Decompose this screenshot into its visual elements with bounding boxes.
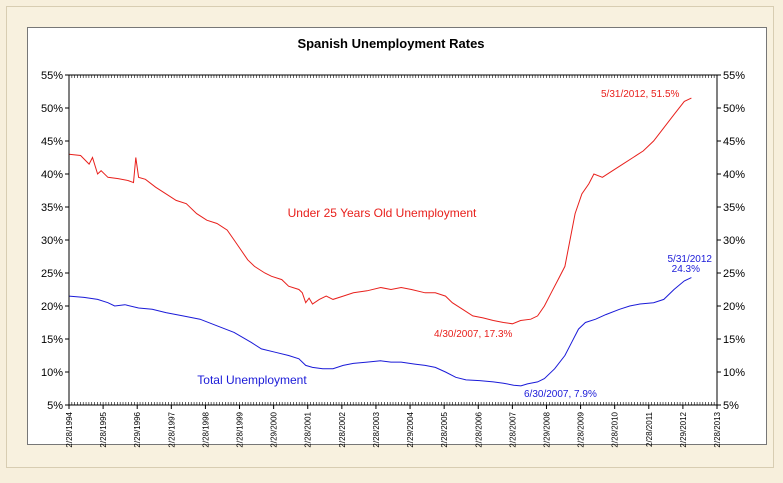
y-tick-label-right: 5% [723, 400, 739, 412]
under25-unemployment-line [68, 97, 692, 325]
y-tick-label-left: 35% [41, 202, 63, 214]
chart-frame [6, 6, 774, 468]
x-tick-label: 2/28/2013 [713, 411, 722, 447]
y-tick-label-left: 55% [41, 70, 63, 82]
chart-panel [27, 27, 767, 445]
y-tick-label-right: 10% [723, 367, 745, 379]
y-tick-label-left: 40% [41, 169, 63, 181]
x-tick-label: 2/28/1997 [167, 411, 176, 447]
total-unemployment-line [68, 277, 692, 387]
annotation-total-latest-value: 24.3% [672, 264, 700, 275]
plot-area [68, 74, 718, 406]
annotation-total-latest-date: 5/31/2012 [668, 254, 713, 265]
annotation-under25-min: 4/30/2007, 17.3% [434, 329, 513, 340]
y-tick-label-right: 20% [723, 301, 745, 313]
annotation-total-min: 6/30/2007, 7.9% [524, 389, 597, 400]
x-tick-label: 2/28/2011 [645, 411, 654, 447]
x-tick-label: 2/29/2000 [270, 411, 279, 447]
y-tick-label-right: 50% [723, 103, 745, 115]
x-tick-label: 2/28/2001 [304, 411, 313, 447]
x-tick-label: 2/29/2012 [679, 411, 688, 447]
y-tick-label-right: 30% [723, 235, 745, 247]
chart-title: Spanish Unemployment Rates [297, 36, 484, 51]
y-tick-label-left: 30% [41, 235, 63, 247]
y-tick-label-left: 45% [41, 136, 63, 148]
y-tick-label-left: 25% [41, 268, 63, 280]
x-tick-label: 2/28/2010 [611, 411, 620, 447]
annotation-under25-latest: 5/31/2012, 51.5% [601, 89, 680, 100]
y-tick-label-right: 40% [723, 169, 745, 181]
x-tick-label: 2/29/2008 [542, 411, 551, 447]
x-tick-label: 2/28/1995 [99, 411, 108, 447]
under25-series-label: Under 25 Years Old Unemployment [288, 206, 477, 220]
x-tick-label: 2/28/1999 [236, 411, 245, 447]
x-tick-label: 2/29/2004 [406, 411, 415, 447]
y-tick-label-left: 50% [41, 103, 63, 115]
x-tick-label: 2/28/1994 [65, 411, 74, 447]
y-tick-label-left: 15% [41, 334, 63, 346]
y-tick-label-right: 35% [723, 202, 745, 214]
y-tick-label-left: 10% [41, 367, 63, 379]
y-tick-label-left: 20% [41, 301, 63, 313]
x-tick-label: 2/28/2005 [440, 411, 449, 447]
x-tick-label: 2/28/2006 [474, 411, 483, 447]
x-tick-label: 2/28/2007 [508, 411, 517, 447]
x-tick-label: 2/28/2009 [577, 411, 586, 447]
x-tick-label: 2/29/1996 [133, 411, 142, 447]
x-tick-label: 2/28/1998 [201, 411, 210, 447]
y-tick-label-right: 45% [723, 136, 745, 148]
y-tick-label-left: 5% [47, 400, 63, 412]
total-series-label: Total Unemployment [197, 373, 307, 387]
x-tick-label: 2/28/2003 [372, 411, 381, 447]
x-tick-label: 2/28/2002 [338, 411, 347, 447]
y-tick-label-right: 15% [723, 334, 745, 346]
y-tick-label-right: 55% [723, 70, 745, 82]
y-tick-label-right: 25% [723, 268, 745, 280]
